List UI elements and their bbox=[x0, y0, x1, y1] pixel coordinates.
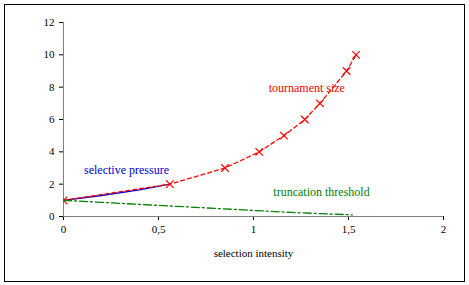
svg-text:1,5: 1,5 bbox=[342, 223, 356, 235]
svg-text:tournament size: tournament size bbox=[269, 81, 345, 95]
svg-text:truncation threshold: truncation threshold bbox=[273, 185, 369, 199]
svg-text:8: 8 bbox=[49, 81, 55, 93]
svg-text:12: 12 bbox=[44, 16, 55, 28]
svg-text:0: 0 bbox=[49, 210, 55, 222]
svg-text:0: 0 bbox=[61, 223, 67, 235]
svg-text:2: 2 bbox=[49, 178, 55, 190]
svg-text:6: 6 bbox=[49, 113, 55, 125]
svg-text:0,5: 0,5 bbox=[152, 223, 166, 235]
svg-text:4: 4 bbox=[49, 145, 55, 157]
svg-text:selection intensity: selection intensity bbox=[214, 247, 294, 259]
svg-text:1: 1 bbox=[251, 223, 257, 235]
svg-text:2: 2 bbox=[441, 223, 447, 235]
svg-text:10: 10 bbox=[44, 48, 56, 60]
svg-text:selective pressure: selective pressure bbox=[84, 163, 169, 177]
